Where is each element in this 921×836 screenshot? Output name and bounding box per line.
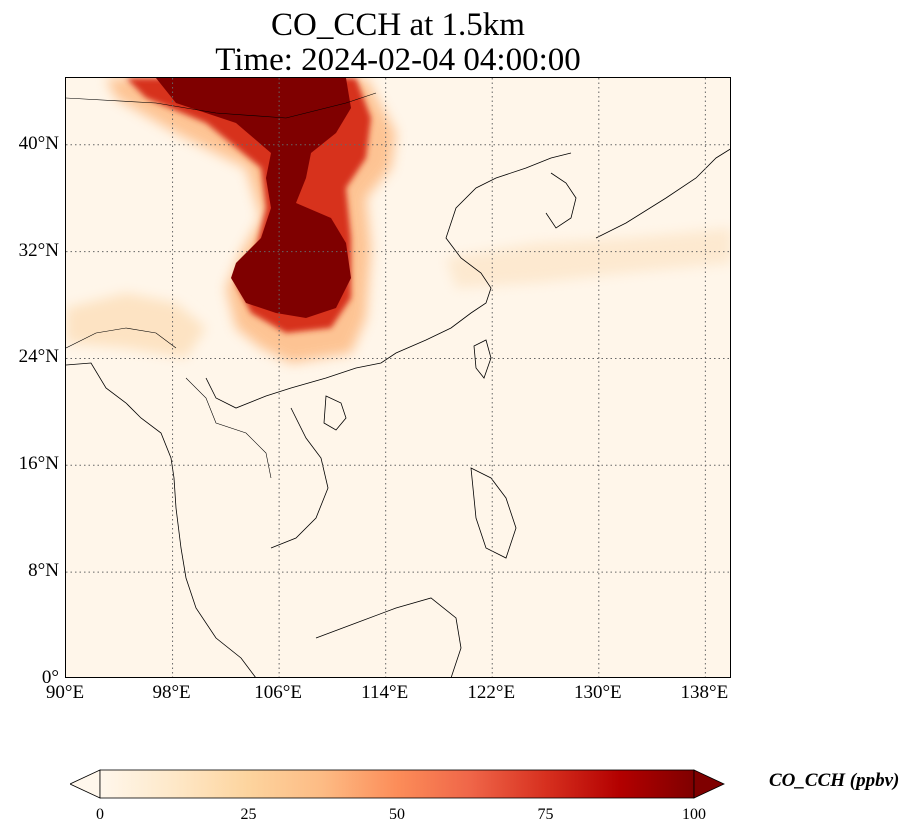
colorbar-gradient: [99, 769, 695, 799]
co-concentration-field: [66, 78, 730, 363]
map-panel: [65, 77, 731, 678]
coast-vietnam: [270, 407, 329, 549]
coast-southeast-asia-west: [66, 362, 256, 677]
lat-tick-label: 8°N: [28, 560, 59, 582]
colorbar-tick-label: 75: [537, 806, 554, 823]
colorbar-tick-label: 100: [682, 806, 706, 823]
lon-tick-label: 98°E: [152, 682, 191, 703]
plume-core: [156, 78, 351, 318]
coast-japan: [595, 148, 730, 239]
border-india-myanmar: [66, 327, 177, 349]
lon-tick-label: 130°E: [573, 682, 622, 703]
colorbar-tick-label: 50: [389, 806, 405, 823]
colorbar-extend-min: [70, 769, 101, 799]
colorbar: [70, 769, 725, 799]
lon-tick-label: 138°E: [680, 682, 729, 703]
lon-tick-label: 122°E: [467, 682, 516, 703]
colorbar-tick-label: 0: [96, 806, 104, 823]
map-title-line-2: Time: 2024-02-04 04:00:00: [215, 42, 581, 78]
border-indochina: [185, 377, 272, 479]
haze-east: [446, 228, 730, 288]
coast-korea: [545, 172, 577, 229]
coast-philippines: [470, 467, 517, 559]
haze-west: [66, 293, 206, 358]
lon-tick-label: 90°E: [45, 682, 85, 703]
lat-tick-label: 40°N: [18, 132, 59, 154]
coast-hainan: [323, 395, 347, 431]
coastlines-and-borders: [66, 92, 730, 677]
map-canvas: [66, 78, 730, 677]
map-title-line-1: CO_CCH at 1.5km: [271, 7, 525, 43]
lat-tick-label: 32°N: [18, 239, 59, 261]
colorbar-extend-max: [693, 769, 725, 799]
coast-borneo: [315, 597, 462, 677]
border-mongolia: [66, 92, 377, 119]
coast-taiwan: [473, 339, 492, 379]
lon-tick-label: 106°E: [254, 682, 302, 703]
graticule: [66, 78, 730, 677]
coast-china: [205, 152, 572, 409]
colorbar-title: CO_CCH (ppbv): [769, 770, 900, 791]
lat-tick-label: 0°: [41, 667, 59, 688]
colorbar-tick-label: 25: [240, 806, 257, 823]
lat-tick-label: 16°N: [18, 453, 59, 475]
lon-tick-label: 114°E: [361, 682, 409, 703]
lat-tick-label: 24°N: [18, 346, 59, 368]
